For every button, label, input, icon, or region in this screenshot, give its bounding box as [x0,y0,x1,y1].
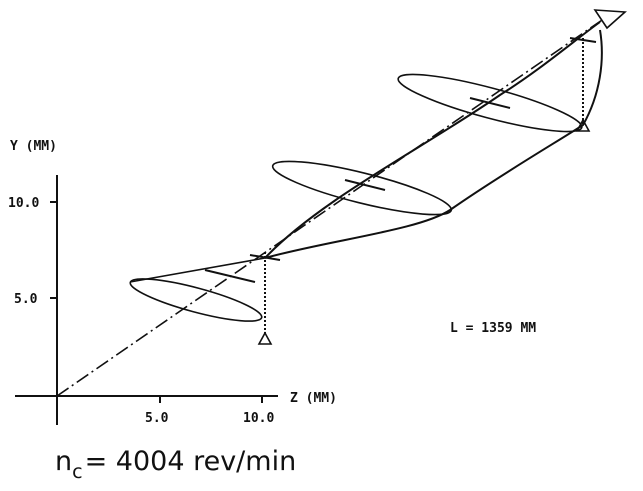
bearing-mark [569,37,597,43]
orbit-marker [469,97,511,109]
z-tick-label: 10.0 [243,411,274,426]
deflected-shaft [264,29,603,259]
y-axis-label: Y (MM) [10,139,57,154]
orbit [129,278,263,322]
orbit-marker [204,269,256,283]
y-tick-label: 10.0 [8,196,39,211]
y-tick-label: 5.0 [14,292,38,307]
orbit-marker [344,179,386,191]
orbit [271,160,453,216]
speed-rest: = 4004 rev/min [85,446,297,477]
deflected-shaft-upper [264,21,601,259]
z-axis-label: Z (MM) [290,391,337,406]
end-support [593,9,627,30]
speed-subscript: c [72,461,82,483]
shaft-centerline [56,17,606,397]
bearing-support [257,331,273,345]
speed-label: nc= 4004 rev/min [55,446,296,483]
orbit [397,73,583,133]
bearing-mark [249,254,281,261]
length-label: L = 1359 MM [450,321,536,336]
deflected-shaft-left [129,257,266,283]
z-tick-label: 5.0 [145,411,169,426]
bearing-support [575,118,591,132]
speed-symbol: n [55,446,72,477]
